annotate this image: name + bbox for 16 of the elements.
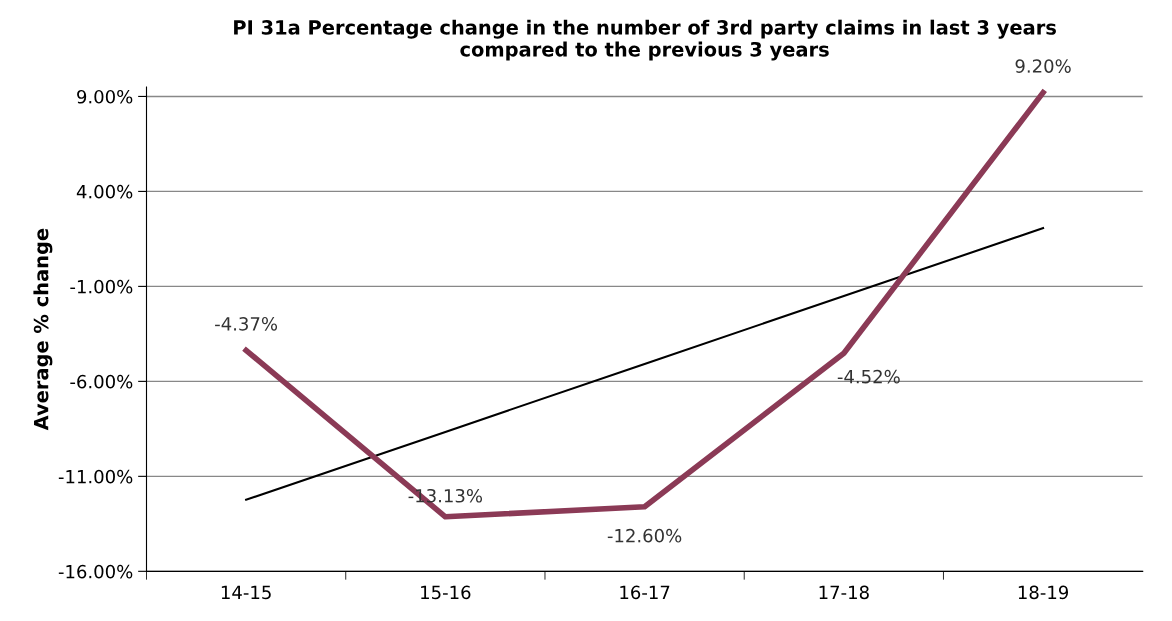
y-tick-label: -11.00% (58, 469, 133, 484)
y-axis-title: Average % change (33, 228, 53, 431)
data-label: -12.60% (607, 528, 682, 543)
x-tick-label: 15-16 (421, 585, 471, 600)
y-tick-label: -16.00% (58, 564, 133, 579)
x-tick-label: 17-18 (819, 585, 869, 600)
y-tick-label: -6.00% (70, 374, 133, 389)
x-tick-label: 18-19 (1018, 585, 1069, 600)
y-tick-label: 9.00% (77, 89, 133, 104)
data-label: -4.52% (837, 369, 900, 384)
y-tick-label: 4.00% (76, 184, 133, 199)
data-label: 9.20% (1015, 59, 1071, 73)
data-label: -4.37% (215, 316, 278, 331)
x-tick-label: 16-17 (620, 585, 670, 600)
x-tick-label: 14-15 (221, 585, 271, 600)
y-tick-label: -1.00% (70, 279, 133, 294)
